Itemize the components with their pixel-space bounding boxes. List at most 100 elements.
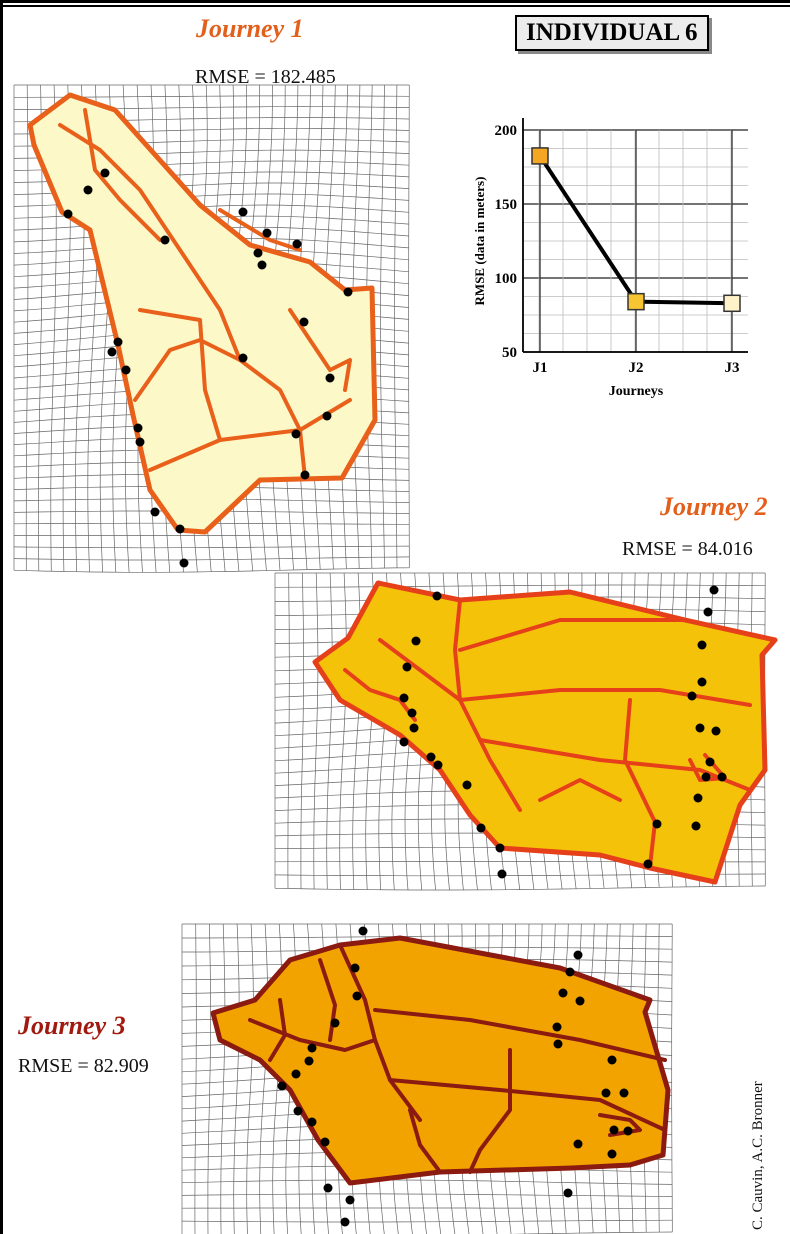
- landmark-point: [63, 209, 73, 219]
- landmark-point: [179, 558, 189, 568]
- landmark-point: [304, 1056, 314, 1066]
- landmark-point: [426, 752, 436, 762]
- journey-2-street: [343, 668, 417, 722]
- landmark-point: [623, 1126, 633, 1136]
- landmark-point: [399, 737, 409, 747]
- landmark-point: [619, 1088, 629, 1098]
- landmark-point: [701, 772, 711, 782]
- landmark-point: [717, 772, 727, 782]
- landmark-point: [238, 207, 248, 217]
- landmark-point: [552, 1022, 562, 1032]
- landmark-point: [432, 591, 442, 601]
- journey-maps: [13, 84, 778, 1234]
- grid-line: [181, 1193, 673, 1197]
- journey-3-street: [408, 1108, 442, 1174]
- journey-3-rmse: RMSE = 82.909: [18, 1055, 149, 1077]
- journey-1-landmarks: [63, 168, 353, 568]
- landmark-point: [433, 760, 443, 770]
- landmark-point: [352, 991, 362, 1001]
- landmark-point: [697, 640, 707, 650]
- landmark-point: [697, 677, 707, 687]
- grid-line: [300, 572, 304, 889]
- landmark-point: [257, 260, 267, 270]
- landmark-point: [407, 708, 417, 718]
- journey-2-street: [688, 753, 727, 782]
- landmark-point: [609, 1125, 619, 1135]
- grid-line: [233, 923, 240, 1234]
- landmark-point: [695, 723, 705, 733]
- landmark-point: [340, 1217, 350, 1227]
- grid-line: [313, 572, 319, 890]
- landmark-point: [291, 429, 301, 439]
- rmse-chart: 50 100 150 200 J1 J2 J3 Journeys RMSE (data in m…: [472, 118, 748, 399]
- landmark-point: [687, 691, 697, 701]
- landmark-point: [307, 1043, 317, 1053]
- journey-2-rmse: RMSE = 84.016: [622, 538, 753, 560]
- y-tick-label: 200: [495, 123, 518, 139]
- landmark-point: [343, 287, 353, 297]
- x-tick-label: J2: [629, 360, 644, 376]
- landmark-point: [262, 228, 272, 238]
- journey-3-street: [248, 1018, 377, 1052]
- journey-3-title: Journey 3: [18, 1011, 126, 1040]
- landmark-point: [238, 353, 248, 363]
- journey-3-street: [318, 958, 337, 1042]
- grid-line: [182, 1231, 673, 1234]
- journey-2-title: Journey 2: [660, 492, 768, 521]
- landmark-point: [300, 470, 310, 480]
- landmark-point: [323, 1183, 333, 1193]
- landmark-point: [703, 607, 713, 617]
- landmark-point: [691, 821, 701, 831]
- landmark-point: [607, 1055, 617, 1065]
- landmark-point: [693, 793, 703, 803]
- journey-3-street: [388, 1078, 667, 1132]
- landmark-point: [325, 373, 335, 383]
- landmark-point: [358, 926, 368, 936]
- rmse-point-j1: [531, 147, 549, 165]
- landmark-point: [113, 337, 123, 347]
- landmark-point: [135, 437, 145, 447]
- landmark-point: [320, 1137, 330, 1147]
- landmark-point: [711, 726, 721, 736]
- y-axis-label: RMSE (data in meters): [472, 177, 487, 306]
- landmark-point: [133, 423, 143, 433]
- journey-2-street: [623, 698, 657, 868]
- landmark-point: [175, 524, 185, 534]
- journey-1-street: [288, 308, 352, 392]
- landmark-point: [558, 988, 568, 998]
- x-axis-label: Journeys: [609, 384, 664, 399]
- grid-line: [182, 935, 673, 939]
- journey-3-map: [181, 923, 673, 1234]
- landmark-point: [399, 693, 409, 703]
- grid-line: [13, 556, 410, 561]
- landmark-point: [563, 1188, 573, 1198]
- landmark-point: [607, 1149, 617, 1159]
- landmark-point: [150, 507, 160, 517]
- journey-1-street: [133, 338, 242, 402]
- grid-line: [194, 923, 197, 1234]
- landmark-point: [107, 347, 117, 357]
- landmark-point: [345, 1195, 355, 1205]
- landmark-point: [253, 248, 263, 258]
- landmark-point: [121, 365, 131, 375]
- journey-3-street: [373, 1008, 667, 1062]
- journey-1-rmse: RMSE = 182.485: [195, 66, 336, 88]
- journey-1-street: [218, 208, 302, 252]
- landmark-point: [277, 1081, 287, 1091]
- landmark-point: [643, 859, 653, 869]
- grid-line: [274, 885, 766, 891]
- landmark-point: [565, 967, 575, 977]
- landmark-point: [293, 1106, 303, 1116]
- journey-2-street: [458, 618, 687, 652]
- landmark-point: [307, 1117, 317, 1127]
- journey-1-street: [238, 358, 307, 480]
- grid-line: [181, 1219, 673, 1223]
- landmark-point: [409, 723, 419, 733]
- journey-1-street: [83, 108, 162, 242]
- grid-line: [220, 923, 226, 1234]
- journey-1-street: [138, 308, 222, 442]
- grid-line: [13, 545, 410, 549]
- grid-line: [274, 584, 766, 588]
- journey-3-outline: [210, 935, 671, 1186]
